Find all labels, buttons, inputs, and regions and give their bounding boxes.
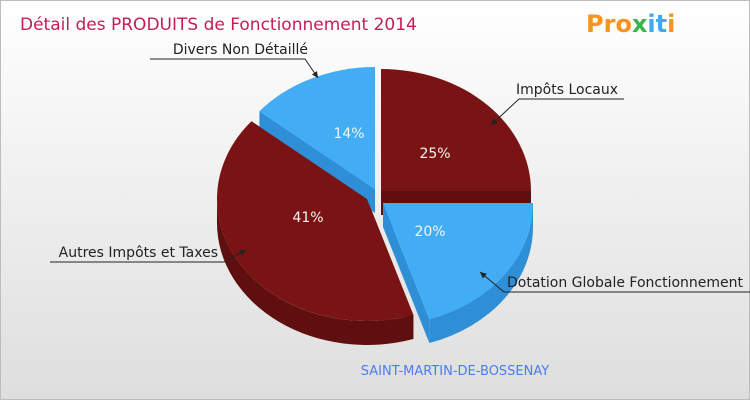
callout-arrow [311,71,318,78]
pie-slice-side [217,199,414,345]
logo-letter: t [656,10,667,38]
pie-slices [217,67,533,345]
logo-letter: r [604,10,616,38]
slice-category-label: Divers Non Détaillé [173,42,308,58]
pie-slice [381,69,531,191]
logo-letter: P [586,10,604,38]
logo-letter: x [632,10,648,38]
slice-percent-label: 20% [414,224,445,240]
pie-slice [259,67,375,189]
chart-subtitle: SAINT-MARTIN-DE-BOSSENAY [361,364,549,379]
pie-slice [217,121,414,321]
slice-percent-label: 14% [333,126,364,142]
logo-letter: i [667,10,675,38]
pie-slice-edge [383,203,430,344]
pie-slice [383,203,533,320]
logo-letter: i [647,10,655,38]
slice-category-label: Impôts Locaux [516,82,618,98]
pie-slice-side [429,203,533,344]
chart-title: Détail des PRODUITS de Fonctionnement 20… [20,15,417,35]
callout-line [50,249,247,263]
callout-arrow [480,272,487,279]
callout-line [490,98,624,126]
slice-labels: 25% Impôts Locaux 20% Dotation Globale Fonc… [50,42,750,293]
callout-arrow [239,250,246,256]
logo-letter: o [615,10,632,38]
callout-line [479,271,750,293]
slice-percent-label: 41% [292,210,323,226]
slice-category-label: Autres Impôts et Taxes [59,245,218,261]
callout-arrow [491,118,498,125]
slice-percent-label: 25% [419,146,450,162]
callout-line [150,58,319,79]
slice-category-label: Dotation Globale Fonctionnement [507,275,744,291]
proxiti-logo: Proxiti [586,10,675,38]
